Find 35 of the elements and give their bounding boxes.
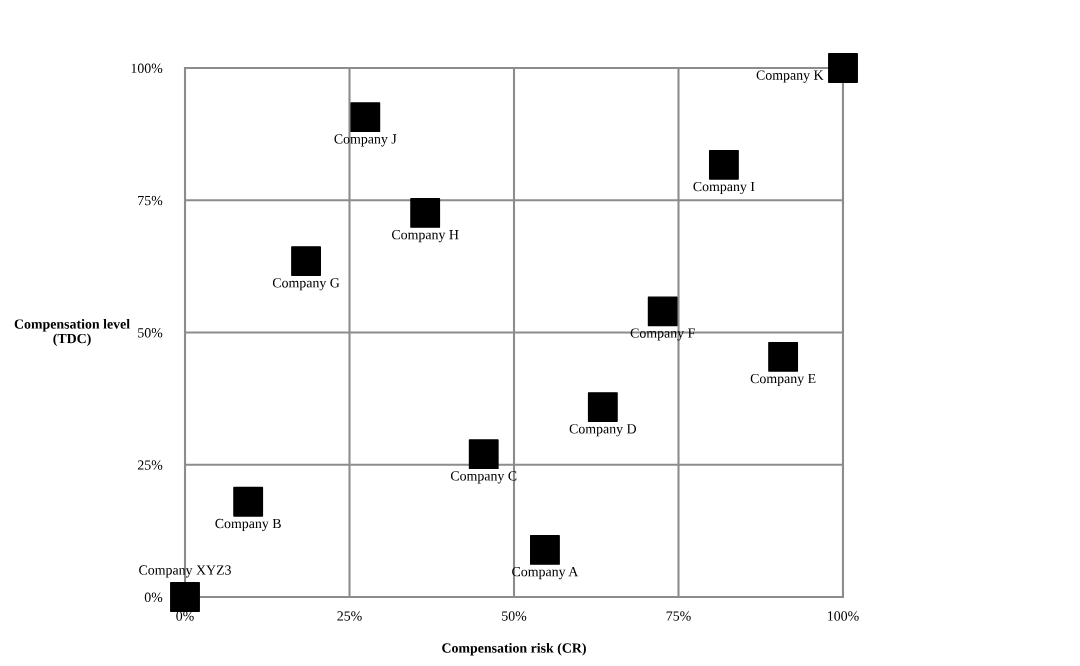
y-axis-title: Compensation level (TDC) xyxy=(14,318,130,347)
point xyxy=(468,439,499,470)
point xyxy=(768,341,799,372)
point xyxy=(708,149,739,180)
y-tick-label: 25% xyxy=(137,460,163,470)
annotation: Company H xyxy=(391,230,459,243)
point xyxy=(410,198,441,228)
x-tick-label: 25% xyxy=(337,611,362,621)
annotation: Company C xyxy=(450,471,517,484)
point xyxy=(828,53,858,83)
annotation: Company K xyxy=(756,70,824,83)
annotation: Company I xyxy=(693,181,755,195)
annotation: Company F xyxy=(630,328,695,341)
point xyxy=(587,392,618,423)
point xyxy=(170,582,200,612)
annotation: Company XYZ3 xyxy=(139,565,231,578)
x-tick-label: 50% xyxy=(502,611,527,621)
point xyxy=(529,534,560,565)
annotation: Company A xyxy=(512,566,579,580)
point xyxy=(291,246,321,277)
annotation: Company J xyxy=(334,134,397,147)
point xyxy=(233,486,264,517)
point xyxy=(647,296,678,327)
point xyxy=(350,102,381,133)
y-tick-label: 50% xyxy=(138,328,163,338)
annotation: Company D xyxy=(569,424,637,437)
y-tick-label: 0% xyxy=(144,592,163,602)
x-tick-label: 100% xyxy=(828,611,859,621)
annotation: Company B xyxy=(215,518,281,532)
y-tick-label: 75% xyxy=(138,195,163,206)
annotation: Company G xyxy=(272,278,340,291)
x-axis-title: Compensation risk (CR) xyxy=(442,642,586,656)
x-tick-label: 75% xyxy=(666,611,691,621)
annotation: Company E xyxy=(750,373,816,387)
y-tick-label: 100% xyxy=(131,63,163,73)
